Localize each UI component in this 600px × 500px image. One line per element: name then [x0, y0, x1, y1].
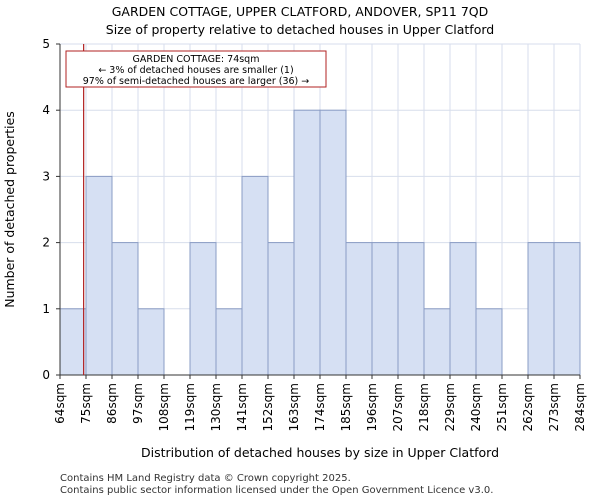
x-tick-label: 119sqm [183, 383, 197, 431]
x-axis-label: Distribution of detached houses by size … [141, 445, 499, 460]
histogram-bar [527, 242, 555, 376]
x-tick-label: 64sqm [53, 383, 67, 424]
x-tick-label: 174sqm [313, 383, 327, 431]
x-tick-label: 152sqm [261, 383, 275, 431]
x-tick-label: 207sqm [391, 383, 405, 431]
histogram-bar [241, 175, 269, 376]
x-tick-label: 86sqm [105, 383, 119, 424]
y-tick-label: 3 [42, 169, 50, 183]
x-tick-label: 229sqm [443, 383, 457, 431]
histogram-bar [189, 242, 217, 376]
histogram-bar [319, 109, 347, 376]
x-tick-label: 141sqm [235, 383, 249, 431]
footer-line1: Contains HM Land Registry data © Crown c… [60, 473, 351, 484]
x-tick-label: 240sqm [469, 383, 483, 431]
y-axis-label: Number of detached properties [2, 111, 17, 308]
x-tick-label: 273sqm [547, 383, 561, 431]
histogram-bar [85, 175, 113, 376]
x-tick-label: 185sqm [339, 383, 353, 431]
x-tick-label: 251sqm [495, 383, 509, 431]
y-tick-label: 5 [42, 37, 50, 51]
histogram-bar [553, 242, 581, 376]
y-tick-label: 4 [42, 103, 50, 117]
x-tick-label: 130sqm [209, 383, 223, 431]
x-tick-label: 163sqm [287, 383, 301, 431]
annotation-line: 97% of semi-detached houses are larger (… [83, 76, 310, 87]
histogram-bar [59, 308, 87, 376]
histogram-bar [397, 242, 425, 376]
histogram-bar [423, 308, 451, 376]
x-tick-label: 196sqm [365, 383, 379, 431]
histogram-bar [137, 308, 165, 376]
x-tick-label: 75sqm [79, 383, 93, 424]
x-tick-label: 262sqm [521, 383, 535, 431]
x-tick-label: 218sqm [417, 383, 431, 431]
x-tick-label: 97sqm [131, 383, 145, 424]
histogram-bar [371, 242, 399, 376]
chart-title-line2: Size of property relative to detached ho… [105, 22, 495, 37]
annotation-box [65, 50, 327, 88]
histogram-bar [293, 109, 321, 376]
y-tick-label: 2 [42, 236, 50, 250]
annotation-layer: GARDEN COTTAGE: 74sqm← 3% of detached ho… [65, 44, 327, 375]
histogram-bar [449, 242, 477, 376]
histogram-bar [345, 242, 373, 376]
chart-title-line1: GARDEN COTTAGE, UPPER CLATFORD, ANDOVER,… [111, 4, 489, 19]
axes-layer: 0 1 2 3 4 5 64sqm 75sqm 86sqm 97sqm 108sqm 119sqm 13… [2, 37, 587, 460]
y-tick-label: 0 [42, 368, 50, 382]
histogram-bar [267, 242, 295, 376]
annotation-line: GARDEN COTTAGE: 74sqm [133, 54, 260, 65]
x-tick-label: 284sqm [573, 383, 587, 431]
histogram-bar [111, 242, 139, 376]
histogram-bar [475, 308, 503, 376]
footer-line2: Contains public sector information licen… [60, 485, 494, 496]
bars-layer [59, 109, 581, 376]
annotation-line: ← 3% of detached houses are smaller (1) [98, 65, 293, 76]
x-tick-label: 108sqm [157, 383, 171, 431]
y-tick-label: 1 [42, 302, 50, 316]
histogram-bar [215, 308, 243, 376]
